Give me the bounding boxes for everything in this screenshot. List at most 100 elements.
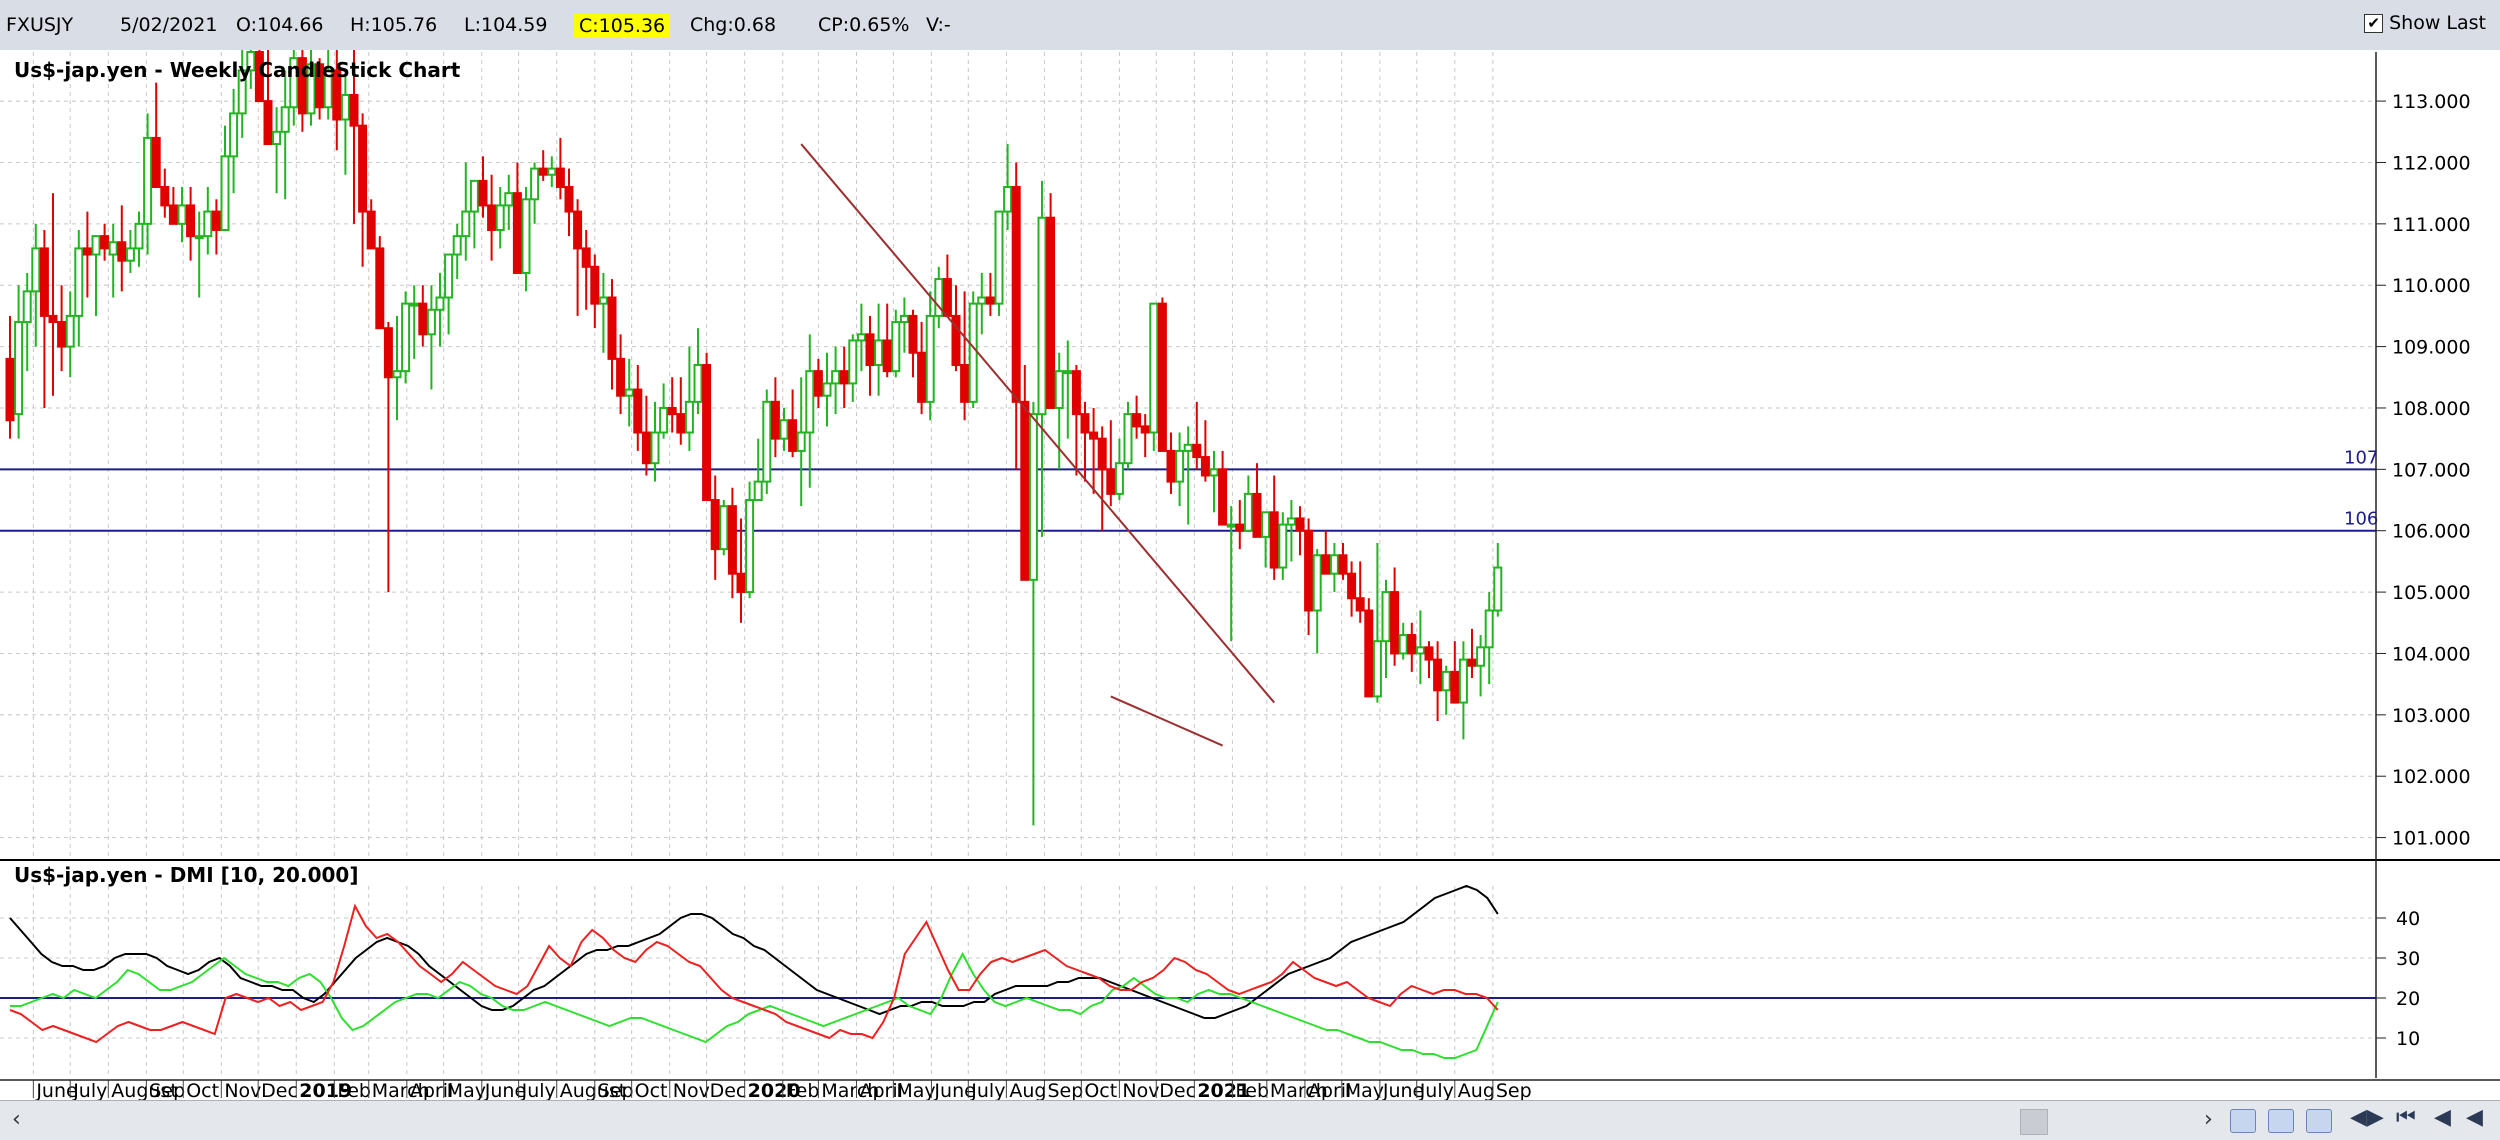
x-tick-label: Sep <box>1496 1080 1532 1100</box>
scroll-left-icon[interactable]: ‹ <box>12 1107 21 1132</box>
candle-body <box>1003 186 1013 213</box>
x-tick-label: July <box>970 1080 1005 1100</box>
candle-body <box>444 253 454 299</box>
candle-body <box>108 241 118 256</box>
candle-body <box>237 69 247 115</box>
dmi-axis: 10 20 30 40 <box>2376 908 2420 1050</box>
change-percent-value: CP:0.65% <box>818 14 910 36</box>
chart-settings-icon[interactable] <box>2306 1109 2332 1133</box>
candle-body <box>125 247 135 262</box>
candle-body <box>650 431 660 465</box>
candle-body <box>280 106 290 133</box>
x-tick-label: July <box>72 1080 107 1100</box>
candle-body <box>822 382 832 397</box>
candle-body <box>22 290 32 324</box>
candle-body <box>392 370 402 379</box>
candle-body <box>977 296 987 305</box>
x-tick-label: June <box>933 1080 975 1100</box>
y-tick-label: 113.000 <box>2392 91 2471 113</box>
candle-body <box>186 204 196 238</box>
scroll-right-icon[interactable]: › <box>2204 1107 2213 1132</box>
x-tick-label: Dec <box>710 1080 747 1100</box>
candle-body <box>762 400 772 483</box>
x-tick-label: April <box>410 1080 453 1100</box>
candle-body <box>1200 456 1210 477</box>
y-tick-label: 101.000 <box>2392 828 2471 850</box>
zoom-in-icon[interactable] <box>2230 1109 2256 1133</box>
candle-body <box>1080 413 1090 434</box>
zoom-out-icon[interactable] <box>2268 1109 2294 1133</box>
x-tick-label: 2021 <box>1197 1080 1250 1100</box>
candle-body <box>203 210 213 238</box>
candle-body <box>891 321 901 373</box>
candle-body <box>1286 517 1296 526</box>
candle-body <box>39 247 49 317</box>
show-last-toggle[interactable]: ✔ Show Last <box>2364 12 2486 34</box>
y-tick-label: 102.000 <box>2392 766 2471 788</box>
candle-body <box>512 192 522 274</box>
candle-body <box>1020 400 1030 581</box>
x-tick-label: March <box>1270 1080 1328 1100</box>
y-tick-label: 108.000 <box>2392 398 2471 420</box>
x-tick-label: Feb <box>786 1080 820 1100</box>
candle-body <box>684 400 694 434</box>
candle-body <box>856 333 866 342</box>
horizontal-scrollbar-thumb[interactable] <box>2020 1109 2048 1135</box>
nav-first-icon[interactable]: ◀▶ <box>2350 1105 2384 1130</box>
candle-body <box>469 179 479 213</box>
candle-body <box>1295 517 1305 532</box>
candle-body <box>306 63 316 115</box>
candle-body <box>48 314 58 324</box>
candle-body <box>461 210 471 238</box>
candle-body <box>1183 443 1193 452</box>
candle-body <box>719 505 729 551</box>
x-tick-label: March <box>821 1080 879 1100</box>
candle-body <box>564 186 574 213</box>
x-tick-label: April <box>859 1080 902 1100</box>
candle-body <box>1243 492 1253 532</box>
candle-body <box>323 69 333 109</box>
candle-body <box>607 296 617 360</box>
candle-body <box>82 247 92 256</box>
candle-body <box>1175 449 1185 483</box>
candle-body <box>1157 302 1167 452</box>
x-tick-label: Feb <box>1235 1080 1269 1100</box>
candle-body <box>693 364 703 403</box>
candle-body <box>74 247 84 317</box>
candle-body <box>418 302 428 336</box>
candle-body <box>590 265 600 305</box>
candle-body <box>315 63 325 109</box>
nav-last-icon[interactable]: ◀ <box>2466 1105 2483 1130</box>
chart-area[interactable]: 107 106 101.000 102.000 103.000 104.000 105.0… <box>0 50 2500 1100</box>
candle-body <box>1114 462 1124 495</box>
candle-body <box>1132 413 1142 428</box>
candle-body <box>151 136 161 189</box>
open-value: O:104.66 <box>236 14 324 36</box>
low-value: L:104.59 <box>464 14 548 36</box>
candle-body <box>134 222 144 250</box>
y-tick-label: 105.000 <box>2392 582 2471 604</box>
y-tick-label: 106.000 <box>2392 521 2471 543</box>
x-tick-label: March <box>372 1080 430 1100</box>
candle-body <box>1390 591 1400 655</box>
y-tick-label: 110.000 <box>2392 275 2471 297</box>
candle-body <box>1321 554 1331 575</box>
candle-body <box>1097 437 1107 471</box>
candle-body <box>796 431 806 452</box>
x-tick-label: June <box>1382 1080 1424 1100</box>
nav-prev-icon[interactable]: ⏮ <box>2396 1105 2416 1130</box>
candle-body <box>194 235 204 240</box>
dmi-tick-label: 20 <box>2396 988 2420 1010</box>
candle-body <box>229 112 239 158</box>
candle-body <box>254 51 264 103</box>
candle-body <box>1347 572 1357 600</box>
candle-body <box>598 296 608 305</box>
candle-body <box>779 419 789 440</box>
candle-body <box>581 247 591 268</box>
trendlines <box>800 143 1275 747</box>
show-last-checkbox[interactable]: ✔ <box>2364 13 2384 33</box>
nav-next-icon[interactable]: ◀ <box>2434 1105 2451 1130</box>
volume-value: V:- <box>926 14 951 36</box>
candlestick-series <box>5 50 1503 826</box>
candle-body <box>753 480 763 502</box>
